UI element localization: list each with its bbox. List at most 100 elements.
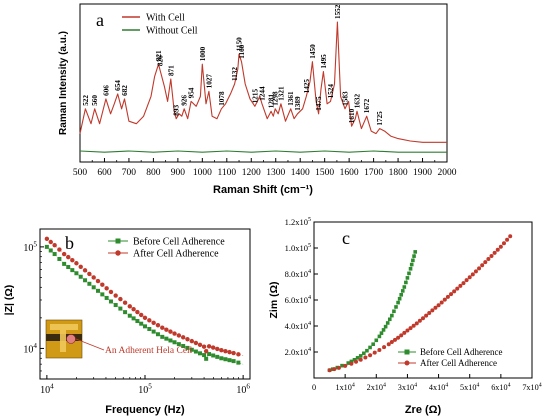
data-point-after bbox=[172, 331, 177, 336]
data-point-after bbox=[122, 300, 128, 305]
data-point-before bbox=[407, 271, 411, 276]
x-tick-label-exp: 4 bbox=[539, 382, 542, 388]
peak-label: 1244 bbox=[259, 86, 267, 101]
data-point-before bbox=[394, 305, 398, 309]
x-tick-label-exp: 4 bbox=[476, 382, 479, 388]
data-point-after bbox=[377, 348, 382, 353]
data-point-after bbox=[408, 326, 413, 331]
legend-marker-after bbox=[115, 250, 121, 256]
data-point-before bbox=[207, 352, 212, 357]
data-point-after bbox=[392, 337, 397, 342]
data-point-before bbox=[147, 326, 152, 331]
data-point-before bbox=[127, 313, 132, 318]
data-point-before bbox=[48, 248, 53, 253]
y-tick-label: 1.2x105 bbox=[285, 217, 311, 227]
data-point-after bbox=[442, 297, 447, 302]
data-point-before bbox=[87, 281, 92, 286]
panel-a-x-axis: 500 600 700 800 900 1000 1100 1200 1300 1400 1500 1… bbox=[73, 158, 457, 178]
peak-label: 893 bbox=[173, 105, 181, 116]
peak-label: 1361 bbox=[287, 91, 295, 106]
data-point-before bbox=[349, 359, 354, 364]
data-point-before bbox=[151, 329, 156, 334]
peak-label: 1132 bbox=[231, 67, 239, 81]
x-tick-label: 600 bbox=[97, 168, 112, 178]
panel-c-axes: 0 1x104 2x104 3x104 4x104 5x104 6x104 7x1042.0x… bbox=[285, 217, 542, 392]
data-point-after bbox=[336, 365, 341, 370]
x-tick-label: 900 bbox=[171, 168, 186, 178]
data-point-after bbox=[215, 346, 220, 352]
data-point-before bbox=[52, 252, 57, 257]
data-point-after bbox=[343, 363, 348, 368]
data-point-before bbox=[113, 303, 118, 308]
data-point-after bbox=[57, 247, 62, 252]
y-tick-label: 8.0x104 bbox=[285, 269, 311, 279]
x-tick-label: 800 bbox=[146, 168, 161, 178]
x-tick-label: 1300 bbox=[266, 168, 285, 178]
data-point-after bbox=[424, 313, 429, 318]
x-tick-label: 0 bbox=[312, 383, 316, 392]
data-point-before bbox=[397, 296, 402, 301]
x-tick-label: 2x104 bbox=[367, 382, 386, 392]
data-point-before bbox=[400, 289, 405, 293]
data-point-after bbox=[368, 353, 373, 358]
data-point-after bbox=[236, 352, 241, 357]
data-point-after bbox=[131, 306, 136, 312]
data-point-after bbox=[467, 275, 472, 280]
series-with-cell-line bbox=[79, 21, 447, 143]
data-point-after bbox=[354, 359, 359, 364]
data-point-after bbox=[421, 316, 425, 321]
data-point-before bbox=[44, 244, 49, 249]
panel-b: b Before Cell Adherence After Cell Adher… bbox=[3, 228, 251, 416]
legend-label-before: Before Cell Adherence bbox=[420, 347, 502, 357]
panel-c: c Before Cell Adherence After Cell Adher… bbox=[268, 217, 542, 416]
data-point-before bbox=[211, 353, 216, 358]
data-point-before bbox=[385, 321, 390, 325]
x-tick-label-base: 10 bbox=[236, 385, 246, 396]
peak-label: 1389 bbox=[294, 96, 302, 111]
peak-label: 682 bbox=[121, 85, 129, 96]
data-point-after bbox=[498, 244, 503, 249]
data-point-after bbox=[138, 312, 144, 318]
data-point-after bbox=[180, 335, 186, 340]
data-point-before bbox=[387, 317, 392, 322]
panel-c-label: c bbox=[342, 228, 350, 248]
x-tick-label-exp: 4 bbox=[508, 382, 511, 388]
legend-marker-before bbox=[404, 349, 410, 355]
data-point-after bbox=[382, 345, 387, 350]
panel-c-series bbox=[327, 234, 513, 373]
data-point-after bbox=[495, 247, 500, 252]
panel-c-legend: Before Cell Adherence After Cell Adheren… bbox=[398, 347, 502, 368]
x-tick-label: 500 bbox=[73, 168, 88, 178]
x-tick-label: 1500 bbox=[315, 168, 334, 178]
y-tick-label: 2.0x104 bbox=[285, 347, 311, 357]
data-point-before bbox=[368, 345, 372, 350]
data-point-after bbox=[108, 289, 114, 295]
data-point-after bbox=[477, 266, 482, 271]
x-tick-label: 7x104 bbox=[522, 382, 541, 392]
peak-label: 1281 bbox=[268, 94, 276, 109]
data-point-after bbox=[452, 289, 457, 294]
x-tick-label-exp: 4 bbox=[414, 382, 417, 388]
data-point-after bbox=[327, 368, 332, 373]
y-tick-label: 104 bbox=[23, 342, 37, 356]
data-point-before bbox=[104, 295, 109, 300]
data-point-after bbox=[349, 361, 354, 366]
data-point-before bbox=[83, 278, 88, 283]
data-point-after bbox=[399, 333, 404, 338]
data-point-after bbox=[142, 315, 148, 321]
series-without-cell-line bbox=[79, 150, 447, 153]
data-point-before bbox=[143, 324, 147, 329]
data-point-before bbox=[168, 338, 173, 343]
data-point-before bbox=[411, 258, 415, 263]
data-point-before bbox=[392, 309, 396, 314]
data-point-before bbox=[402, 285, 407, 289]
peak-label: 821 bbox=[155, 50, 163, 61]
peak-label: 1552 bbox=[334, 4, 342, 19]
data-point-before bbox=[197, 351, 202, 356]
data-point-before bbox=[346, 361, 351, 365]
data-point-after bbox=[223, 348, 228, 354]
data-point-after bbox=[189, 338, 195, 344]
peak-label: 1078 bbox=[218, 91, 226, 106]
data-point-before bbox=[155, 332, 160, 337]
data-point-after bbox=[206, 344, 212, 349]
